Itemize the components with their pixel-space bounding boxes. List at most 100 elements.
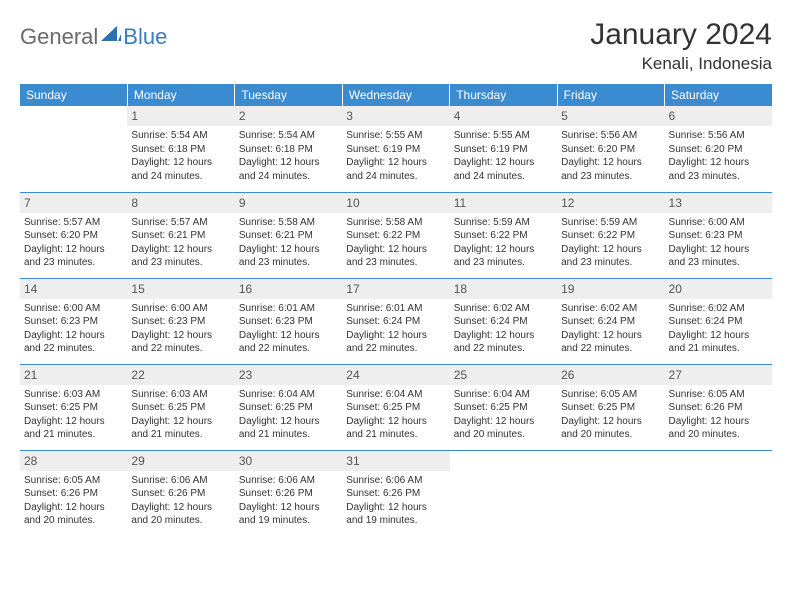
calendar-day-cell: 1 Sunrise: 5:54 AMSunset: 6:18 PMDaylight… [127, 106, 234, 192]
calendar-week-row: 21Sunrise: 6:03 AMSunset: 6:25 PMDayligh… [20, 364, 772, 450]
day-details: Sunrise: 5:59 AMSunset: 6:22 PMDaylight:… [561, 216, 660, 270]
calendar-day-cell [20, 106, 127, 192]
day-details: Sunrise: 6:05 AMSunset: 6:26 PMDaylight:… [24, 474, 123, 528]
calendar-week-row: 7Sunrise: 5:57 AMSunset: 6:20 PMDaylight… [20, 192, 772, 278]
calendar-day-cell [665, 450, 772, 536]
calendar-day-cell: 28 Sunrise: 6:05 AMSunset: 6:26 PMDayligh… [20, 450, 127, 536]
day-details: Sunrise: 6:00 AMSunset: 6:23 PMDaylight:… [669, 216, 768, 270]
day-number: 17 [342, 279, 449, 299]
brand-blue-text: Blue [123, 24, 167, 50]
day-details: Sunrise: 5:54 AMSunset: 6:18 PMDaylight:… [131, 129, 230, 183]
calendar-day-cell: 27Sunrise: 6:05 AMSunset: 6:26 PMDayligh… [665, 364, 772, 450]
weekday-header: Monday [127, 84, 234, 106]
calendar-day-cell: 5 Sunrise: 5:56 AMSunset: 6:20 PMDaylight… [557, 106, 664, 192]
day-number: 29 [127, 451, 234, 471]
calendar-header-row: Sunday Monday Tuesday Wednesday Thursday… [20, 84, 772, 106]
calendar-day-cell: 10 Sunrise: 5:58 AMSunset: 6:22 PMDayligh… [342, 192, 449, 278]
calendar-day-cell [450, 450, 557, 536]
calendar-day-cell: 16 Sunrise: 6:01 AMSunset: 6:23 PMDayligh… [235, 278, 342, 364]
day-details: Sunrise: 6:00 AMSunset: 6:23 PMDaylight:… [24, 302, 123, 356]
day-number: 7 [20, 193, 127, 213]
page-header: General Blue January 2024 Kenali, Indone… [20, 18, 772, 74]
day-details: Sunrise: 5:54 AMSunset: 6:18 PMDaylight:… [239, 129, 338, 183]
calendar-day-cell [557, 450, 664, 536]
calendar-day-cell: 18Sunrise: 6:02 AMSunset: 6:24 PMDayligh… [450, 278, 557, 364]
location-label: Kenali, Indonesia [590, 54, 772, 74]
day-details: Sunrise: 6:00 AMSunset: 6:23 PMDaylight:… [131, 302, 230, 356]
calendar-day-cell: 31 Sunrise: 6:06 AMSunset: 6:26 PMDayligh… [342, 450, 449, 536]
calendar-week-row: 14Sunrise: 6:00 AMSunset: 6:23 PMDayligh… [20, 278, 772, 364]
day-details: Sunrise: 6:02 AMSunset: 6:24 PMDaylight:… [561, 302, 660, 356]
day-number: 11 [450, 193, 557, 213]
day-details: Sunrise: 5:59 AMSunset: 6:22 PMDaylight:… [454, 216, 553, 270]
day-number: 3 [342, 106, 449, 126]
month-title: January 2024 [590, 18, 772, 52]
day-number: 6 [665, 106, 772, 126]
calendar-day-cell: 6 Sunrise: 5:56 AMSunset: 6:20 PMDaylight… [665, 106, 772, 192]
day-details: Sunrise: 6:06 AMSunset: 6:26 PMDaylight:… [131, 474, 230, 528]
day-number: 9 [235, 193, 342, 213]
sail-icon [101, 24, 121, 42]
day-number: 27 [665, 365, 772, 385]
day-details: Sunrise: 5:56 AMSunset: 6:20 PMDaylight:… [561, 129, 660, 183]
calendar-day-cell: 8Sunrise: 5:57 AMSunset: 6:21 PMDaylight… [127, 192, 234, 278]
day-number: 24 [342, 365, 449, 385]
day-details: Sunrise: 6:06 AMSunset: 6:26 PMDaylight:… [239, 474, 338, 528]
day-number: 15 [127, 279, 234, 299]
calendar-day-cell: 13Sunrise: 6:00 AMSunset: 6:23 PMDayligh… [665, 192, 772, 278]
day-details: Sunrise: 5:57 AMSunset: 6:21 PMDaylight:… [131, 216, 230, 270]
calendar-table: Sunday Monday Tuesday Wednesday Thursday… [20, 84, 772, 536]
day-details: Sunrise: 6:05 AMSunset: 6:25 PMDaylight:… [561, 388, 660, 442]
brand-general-text: General [20, 24, 98, 50]
day-details: Sunrise: 5:58 AMSunset: 6:22 PMDaylight:… [346, 216, 445, 270]
calendar-day-cell: 26Sunrise: 6:05 AMSunset: 6:25 PMDayligh… [557, 364, 664, 450]
brand-logo: General Blue [20, 18, 167, 50]
calendar-day-cell: 11 Sunrise: 5:59 AMSunset: 6:22 PMDayligh… [450, 192, 557, 278]
day-details: Sunrise: 5:55 AMSunset: 6:19 PMDaylight:… [454, 129, 553, 183]
day-number: 16 [235, 279, 342, 299]
day-details: Sunrise: 6:06 AMSunset: 6:26 PMDaylight:… [346, 474, 445, 528]
day-number: 18 [450, 279, 557, 299]
calendar-day-cell: 2Sunrise: 5:54 AMSunset: 6:18 PMDaylight… [235, 106, 342, 192]
day-number: 20 [665, 279, 772, 299]
day-number: 4 [450, 106, 557, 126]
calendar-week-row: 1Sunrise: 5:54 AMSunset: 6:18 PMDaylight… [20, 106, 772, 192]
calendar-body: 1Sunrise: 5:54 AMSunset: 6:18 PMDaylight… [20, 106, 772, 536]
day-details: Sunrise: 5:55 AMSunset: 6:19 PMDaylight:… [346, 129, 445, 183]
day-number: 31 [342, 451, 449, 471]
calendar-day-cell: 7Sunrise: 5:57 AMSunset: 6:20 PMDaylight… [20, 192, 127, 278]
day-number: 1 [127, 106, 234, 126]
weekday-header: Thursday [450, 84, 557, 106]
calendar-day-cell: 12 Sunrise: 5:59 AMSunset: 6:22 PMDayligh… [557, 192, 664, 278]
day-number: 5 [557, 106, 664, 126]
day-number: 14 [20, 279, 127, 299]
weekday-header: Saturday [665, 84, 772, 106]
day-details: Sunrise: 5:58 AMSunset: 6:21 PMDaylight:… [239, 216, 338, 270]
day-details: Sunrise: 6:03 AMSunset: 6:25 PMDaylight:… [131, 388, 230, 442]
day-details: Sunrise: 5:56 AMSunset: 6:20 PMDaylight:… [669, 129, 768, 183]
day-details: Sunrise: 6:04 AMSunset: 6:25 PMDaylight:… [454, 388, 553, 442]
calendar-day-cell: 24 Sunrise: 6:04 AMSunset: 6:25 PMDayligh… [342, 364, 449, 450]
calendar-day-cell: 14 Sunrise: 6:00 AMSunset: 6:23 PMDayligh… [20, 278, 127, 364]
calendar-day-cell: 3 Sunrise: 5:55 AMSunset: 6:19 PMDaylight… [342, 106, 449, 192]
day-details: Sunrise: 6:01 AMSunset: 6:24 PMDaylight:… [346, 302, 445, 356]
calendar-day-cell: 25Sunrise: 6:04 AMSunset: 6:25 PMDayligh… [450, 364, 557, 450]
calendar-day-cell: 9 Sunrise: 5:58 AMSunset: 6:21 PMDaylight… [235, 192, 342, 278]
day-details: Sunrise: 6:01 AMSunset: 6:23 PMDaylight:… [239, 302, 338, 356]
day-number: 28 [20, 451, 127, 471]
weekday-header: Tuesday [235, 84, 342, 106]
day-number: 22 [127, 365, 234, 385]
day-number: 12 [557, 193, 664, 213]
weekday-header: Wednesday [342, 84, 449, 106]
calendar-day-cell: 21Sunrise: 6:03 AMSunset: 6:25 PMDayligh… [20, 364, 127, 450]
calendar-day-cell: 22 Sunrise: 6:03 AMSunset: 6:25 PMDayligh… [127, 364, 234, 450]
calendar-day-cell: 29 Sunrise: 6:06 AMSunset: 6:26 PMDayligh… [127, 450, 234, 536]
calendar-day-cell: 20Sunrise: 6:02 AMSunset: 6:24 PMDayligh… [665, 278, 772, 364]
day-details: Sunrise: 6:04 AMSunset: 6:25 PMDaylight:… [346, 388, 445, 442]
day-number: 23 [235, 365, 342, 385]
calendar-day-cell: 15 Sunrise: 6:00 AMSunset: 6:23 PMDayligh… [127, 278, 234, 364]
weekday-header: Sunday [20, 84, 127, 106]
day-details: Sunrise: 6:03 AMSunset: 6:25 PMDaylight:… [24, 388, 123, 442]
calendar-day-cell: 19Sunrise: 6:02 AMSunset: 6:24 PMDayligh… [557, 278, 664, 364]
day-number: 10 [342, 193, 449, 213]
